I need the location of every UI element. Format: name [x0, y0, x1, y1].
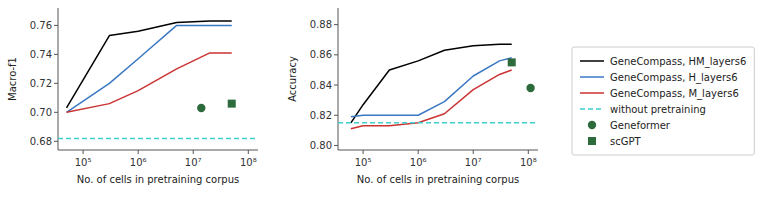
x-tick-label: 10⁵ [75, 157, 92, 168]
y-tick [334, 145, 338, 146]
y-tick [54, 83, 58, 84]
x-axis-line [338, 150, 538, 151]
y-axis-label: Macro-f1 [7, 57, 18, 101]
x-tick-label: 10⁷ [185, 157, 202, 168]
point [526, 84, 534, 92]
y-tick [334, 24, 338, 25]
legend-line [580, 92, 604, 94]
legend-label: GeneCompass, H_layers6 [610, 72, 738, 84]
y-tick-label: 0.72 [30, 78, 52, 89]
y-tick [54, 141, 58, 142]
panel: 0.68 0.70 0.72 0.74 0.76 10⁵ 10⁶ 10⁷ 10⁸No. of c… [7, 8, 258, 185]
point [508, 58, 516, 66]
series-line [67, 25, 232, 112]
series-line [351, 44, 512, 123]
x-tick-label: 10⁵ [355, 157, 372, 168]
y-tick-label: 0.80 [310, 140, 332, 151]
y-tick-label: 0.76 [30, 20, 52, 31]
x-tick-label: 10⁸ [520, 157, 537, 168]
legend: GeneCompass, HM_layers6 GeneCompass, H_la… [572, 47, 754, 155]
reference-line [58, 138, 258, 140]
y-tick [334, 54, 338, 55]
x-tick [193, 150, 194, 154]
series-line [351, 58, 512, 117]
y-tick-label: 0.88 [310, 19, 332, 30]
x-tick [528, 150, 529, 154]
x-axis-label: No. of cells in pretraining corpus [357, 174, 519, 185]
series-line [67, 53, 232, 112]
y-tick [334, 115, 338, 116]
y-tick-label: 0.86 [310, 49, 332, 60]
legend-line [580, 60, 604, 62]
legend-label: scGPT [610, 136, 641, 147]
legend-label: without pretraining [610, 104, 706, 115]
x-tick [248, 150, 249, 154]
y-tick-label: 0.82 [310, 110, 332, 121]
x-axis-line [58, 150, 258, 151]
y-tick [334, 85, 338, 86]
x-tick-label: 10⁸ [240, 157, 257, 168]
legend-line [580, 108, 604, 110]
y-tick [54, 112, 58, 113]
x-tick-label: 10⁷ [465, 157, 482, 168]
figure: 0.680.700.720.740.7610⁵10⁶10⁷10⁸No. of c… [0, 0, 780, 202]
y-tick-label: 0.68 [30, 136, 52, 147]
x-tick [418, 150, 419, 154]
panel: 0.80 0.82 0.84 0.86 0.88 10⁵ 10⁶ 10⁷ 10⁸No. of c… [287, 8, 538, 185]
y-tick-label: 0.74 [30, 49, 52, 60]
plot-area [338, 44, 538, 129]
point [197, 104, 205, 112]
x-axis-label: No. of cells in pretraining corpus [77, 174, 239, 185]
y-axis-line [58, 8, 59, 150]
legend-marker [588, 137, 596, 145]
reference-line [338, 122, 538, 124]
y-tick-label: 0.84 [310, 80, 332, 91]
plot-area [58, 21, 258, 138]
legend-marker [588, 121, 596, 129]
x-tick-label: 10⁶ [130, 157, 147, 168]
y-tick [54, 54, 58, 55]
legend-box [572, 47, 754, 155]
y-axis-line [338, 8, 339, 150]
x-tick [138, 150, 139, 154]
legend-label: GeneCompass, M_layers6 [610, 88, 739, 100]
legend-line [580, 76, 604, 78]
y-tick-label: 0.70 [30, 107, 52, 118]
legend-label: GeneCompass, HM_layers6 [610, 56, 746, 68]
y-tick [54, 25, 58, 26]
x-tick-label: 10⁶ [410, 157, 427, 168]
x-tick [473, 150, 474, 154]
point [228, 100, 236, 108]
y-axis-label: Accuracy [287, 56, 298, 102]
x-tick [363, 150, 364, 154]
x-tick [83, 150, 84, 154]
series-line [351, 70, 512, 129]
legend-label: Geneformer [610, 120, 671, 131]
